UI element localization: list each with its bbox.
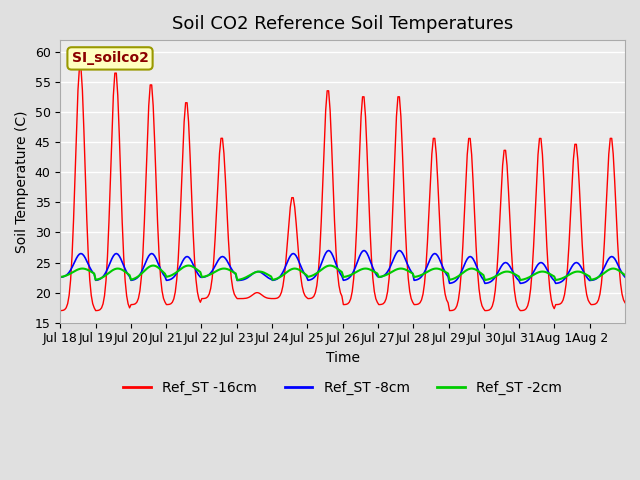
Ref_ST -2cm [56, 274, 64, 280]
Ref_ST -8cm [348, 271, 356, 277]
Ref_ST -8cm [460, 262, 468, 268]
Text: SI_soilco2: SI_soilco2 [72, 51, 148, 65]
Ref_ST -8cm [76, 251, 83, 257]
X-axis label: Time: Time [326, 351, 360, 365]
Ref_ST -2cm [620, 271, 627, 277]
Ref_ST -16cm [481, 308, 489, 313]
Ref_ST -16cm [76, 64, 83, 70]
Ref_ST -2cm [621, 272, 629, 278]
Ref_ST -2cm [350, 271, 358, 276]
Legend: Ref_ST -16cm, Ref_ST -8cm, Ref_ST -2cm: Ref_ST -16cm, Ref_ST -8cm, Ref_ST -2cm [118, 375, 568, 400]
Ref_ST -8cm [620, 273, 627, 278]
Ref_ST -2cm [76, 266, 83, 272]
Ref_ST -16cm [546, 286, 554, 292]
Ref_ST -16cm [460, 213, 468, 218]
Ref_ST -2cm [234, 277, 241, 283]
Ref_ST -8cm [481, 280, 489, 286]
Ref_ST -2cm [462, 268, 470, 274]
Title: Soil CO2 Reference Soil Temperatures: Soil CO2 Reference Soil Temperatures [172, 15, 513, 33]
Line: Ref_ST -8cm: Ref_ST -8cm [60, 251, 625, 283]
Ref_ST -2cm [149, 263, 157, 268]
Ref_ST -8cm [56, 275, 64, 280]
Ref_ST -16cm [621, 300, 629, 306]
Line: Ref_ST -16cm: Ref_ST -16cm [60, 67, 625, 311]
Ref_ST -8cm [93, 277, 101, 283]
Ref_ST -16cm [95, 307, 102, 313]
Ref_ST -16cm [348, 288, 356, 294]
Ref_ST -8cm [324, 248, 332, 253]
Ref_ST -8cm [546, 272, 554, 277]
Ref_ST -16cm [56, 308, 64, 313]
Ref_ST -8cm [621, 274, 629, 280]
Ref_ST -16cm [620, 297, 627, 303]
Line: Ref_ST -2cm: Ref_ST -2cm [60, 265, 625, 280]
Ref_ST -16cm [77, 64, 84, 70]
Y-axis label: Soil Temperature (C): Soil Temperature (C) [15, 110, 29, 252]
Ref_ST -2cm [546, 271, 554, 277]
Ref_ST -2cm [93, 276, 101, 282]
